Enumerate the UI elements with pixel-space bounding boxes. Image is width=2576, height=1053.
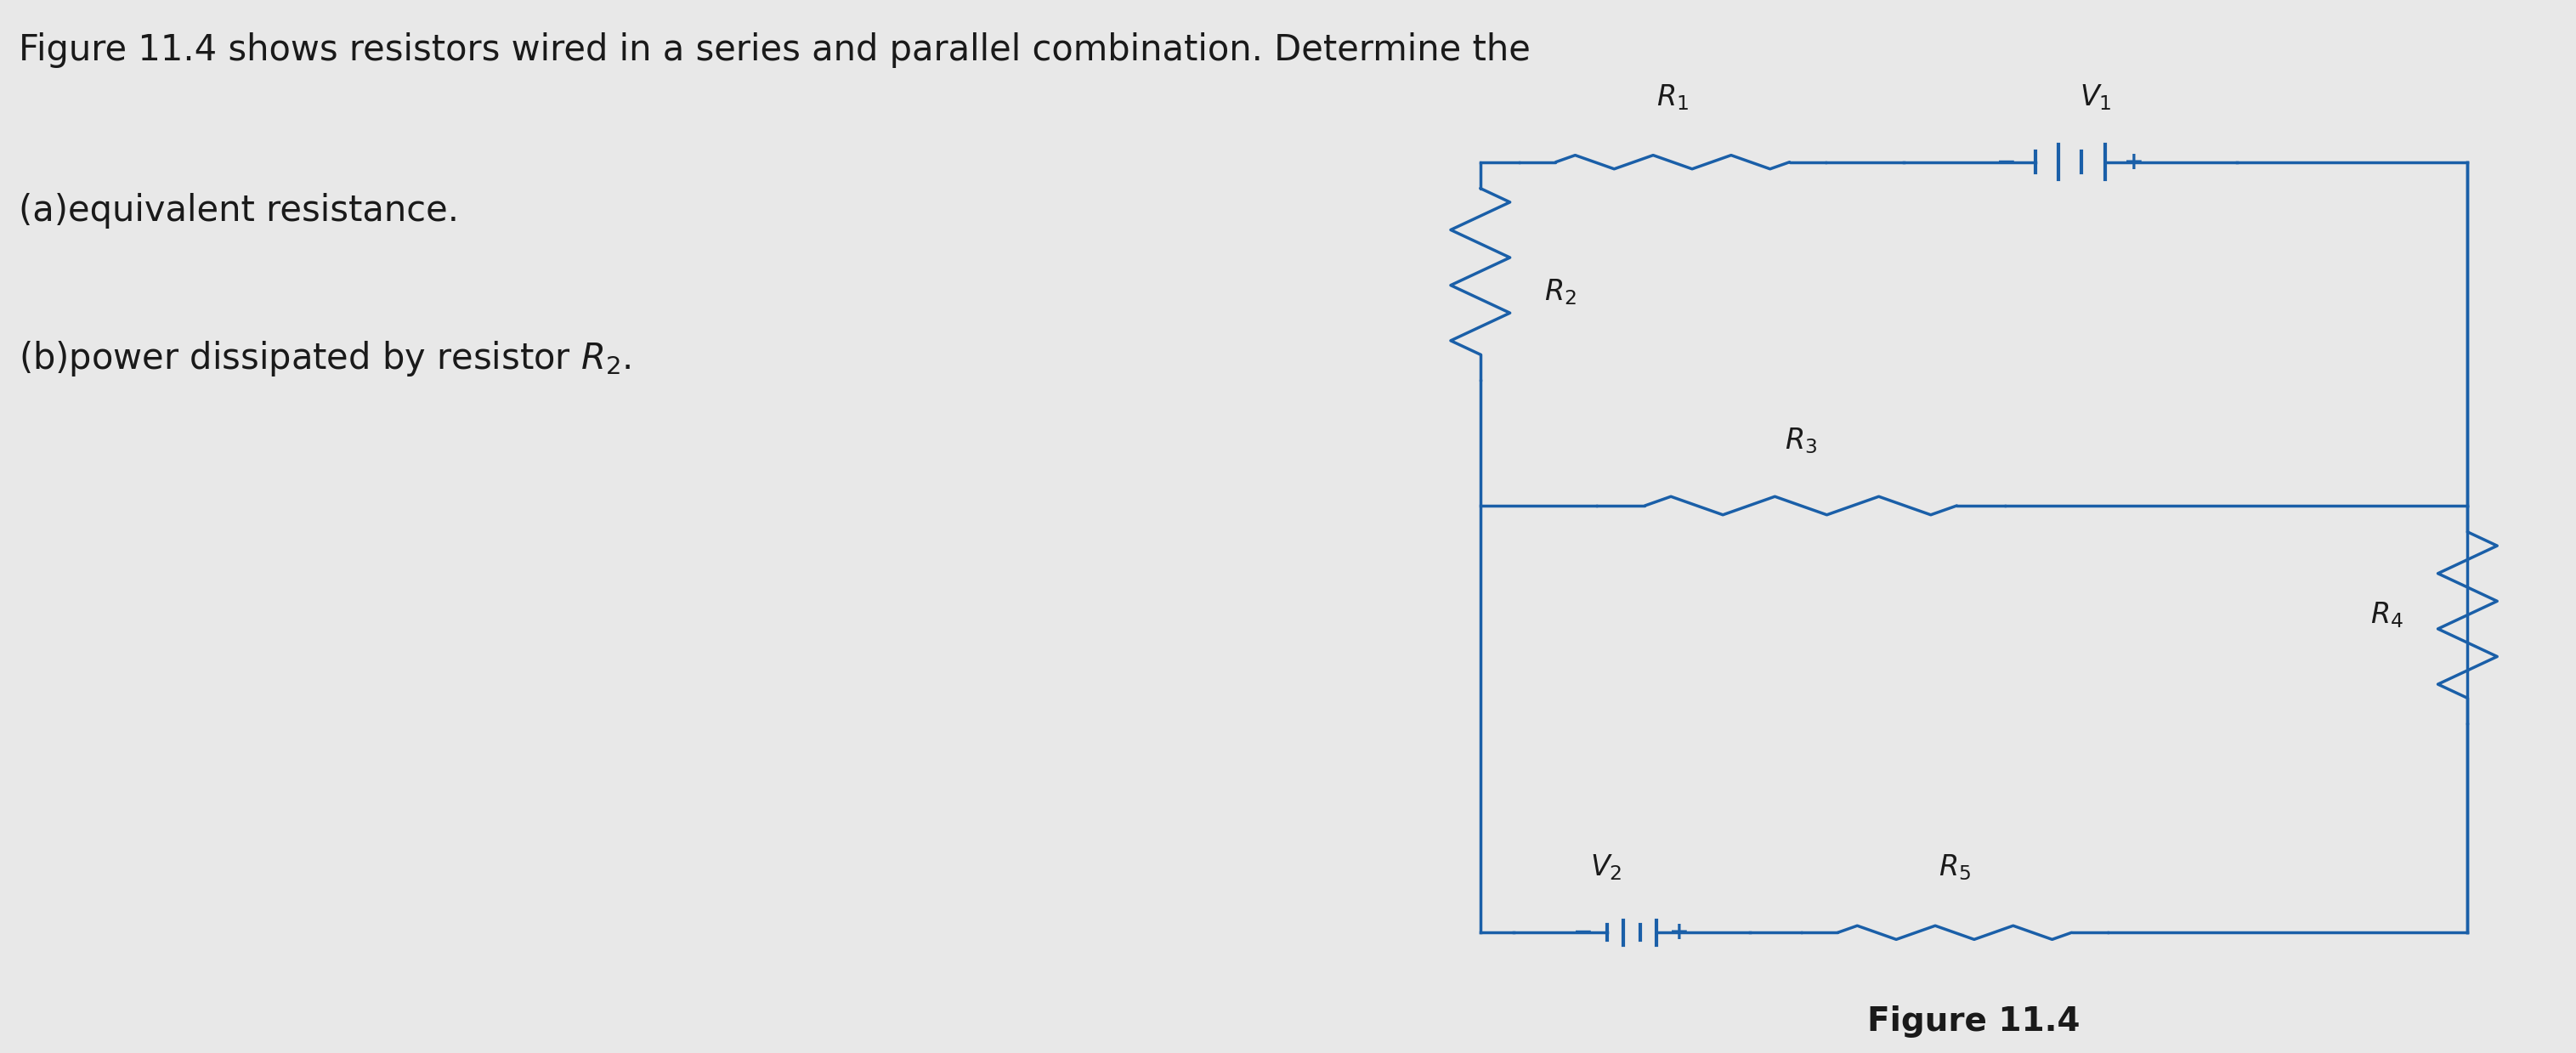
- Text: $R_1$: $R_1$: [1656, 82, 1690, 112]
- Text: $R_2$: $R_2$: [1546, 278, 1577, 307]
- Text: −: −: [1996, 151, 2017, 174]
- Text: $R_5$: $R_5$: [1940, 853, 1971, 882]
- Text: $V_1$: $V_1$: [2079, 82, 2112, 112]
- Text: $R_3$: $R_3$: [1785, 426, 1816, 456]
- Text: Figure 11.4 shows resistors wired in a series and parallel combination. Determin: Figure 11.4 shows resistors wired in a s…: [18, 32, 1530, 67]
- Text: (b)power dissipated by resistor $R_2$.: (b)power dissipated by resistor $R_2$.: [18, 339, 631, 378]
- Text: +: +: [2123, 151, 2143, 174]
- Text: Figure 11.4: Figure 11.4: [1868, 1006, 2081, 1038]
- Text: +: +: [1669, 920, 1690, 945]
- Text: −: −: [1574, 920, 1595, 945]
- Text: (a)equivalent resistance.: (a)equivalent resistance.: [18, 194, 459, 229]
- Text: $R_4$: $R_4$: [2370, 600, 2403, 630]
- Text: $V_2$: $V_2$: [1589, 853, 1623, 882]
